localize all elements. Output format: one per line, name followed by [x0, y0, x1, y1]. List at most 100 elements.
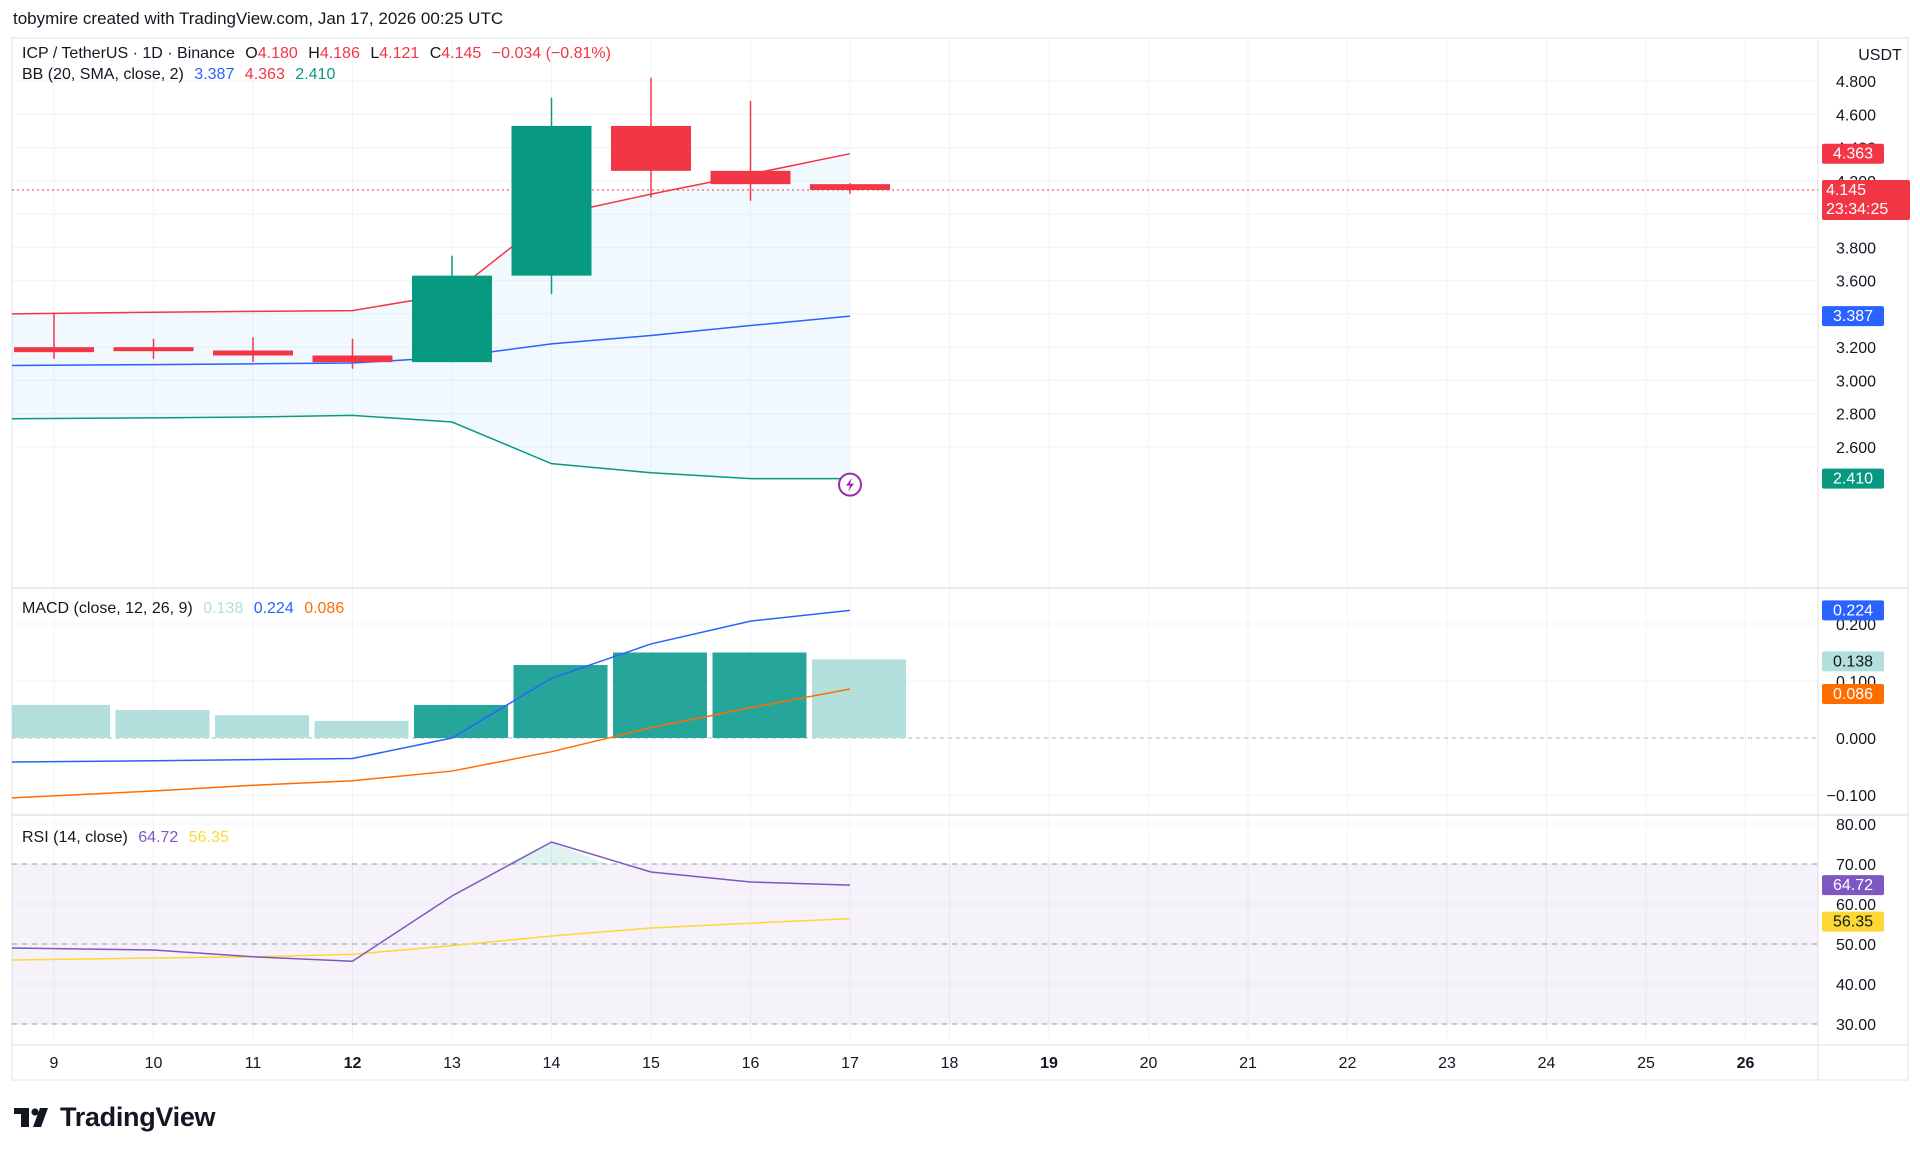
currency-label: USDT: [1858, 47, 1902, 64]
time-tick-label: 26: [1737, 1055, 1755, 1072]
time-tick-label: 23: [1438, 1055, 1456, 1072]
time-tick-label: 15: [642, 1055, 660, 1072]
time-tick-label: 25: [1637, 1055, 1655, 1072]
macd-signal-value: 0.086: [304, 600, 345, 617]
rsi-tick-label: 70.00: [1836, 857, 1876, 874]
price-tick-label: 2.600: [1836, 440, 1876, 457]
macd-histogram-bar: [812, 659, 906, 738]
low-label: L: [370, 45, 380, 62]
pane-separators: [11, 37, 1909, 1081]
macd-line: [11, 609, 851, 763]
rsi-badge-bg: [1822, 875, 1884, 896]
candle-body: [810, 184, 890, 190]
time-tick-label: 13: [443, 1055, 461, 1072]
macd-signal-line: [11, 688, 851, 799]
rsi-overbought-fill: [507, 842, 606, 864]
price-tick-label: 4.800: [1836, 74, 1876, 91]
macd-tick-label: 0.000: [1836, 731, 1876, 748]
macd-histogram-bar: [613, 652, 707, 738]
time-tick-label: 21: [1239, 1055, 1257, 1072]
macd-histogram-bar: [12, 704, 110, 738]
macd-hist-value: 0.138: [203, 600, 244, 617]
macd-signal-badge-bg: [1822, 683, 1884, 704]
rsi-pane: [11, 841, 1818, 1025]
rsi-tick-label: 80.00: [1836, 817, 1876, 834]
time-tick-label: 11: [245, 1055, 262, 1072]
rsi-ma-value: 56.35: [188, 829, 229, 846]
macd-line-badge-bg: [1822, 600, 1884, 621]
price-tick-label: 4.600: [1836, 107, 1876, 124]
bb-legend[interactable]: BB (20, SMA, close, 2) 3.387 4.363 2.410: [22, 66, 335, 84]
macd-hist-badge: 0.138: [1833, 653, 1873, 670]
candle-body: [710, 170, 791, 185]
macd-hist-badge-bg: [1822, 651, 1884, 672]
bb-lower-badge: 2.410: [1833, 471, 1873, 488]
bb-basis-badge-bg: [1822, 306, 1884, 327]
rsi-line: [11, 841, 851, 962]
open-label: O: [245, 45, 258, 62]
macd-histogram-bar: [712, 652, 807, 738]
time-tick-label: 10: [145, 1055, 163, 1072]
candle-body: [412, 275, 492, 363]
rsi-tick-label: 40.00: [1836, 977, 1876, 994]
time-tick-label: 12: [344, 1055, 362, 1072]
tradingview-logo-text: TradingView: [60, 1101, 216, 1132]
chart-credit: tobymire created with TradingView.com, J…: [13, 9, 504, 28]
open-value: 4.180: [257, 45, 298, 62]
rsi-label: RSI (14, close): [22, 829, 128, 846]
macd-pane: [11, 609, 1818, 799]
price-tick-label: 2.800: [1836, 407, 1876, 424]
time-tick-label: 19: [1040, 1055, 1058, 1072]
change-value: −0.034 (−0.81%): [491, 45, 611, 62]
macd-histogram-bar: [314, 720, 409, 738]
last-price-badge: 4.145: [1826, 182, 1866, 199]
time-tick-label: 18: [941, 1055, 959, 1072]
time-tick-label: 14: [543, 1055, 561, 1072]
chart-frame: [11, 37, 1909, 1081]
low-value: 4.121: [379, 45, 420, 62]
time-tick-label: 16: [742, 1055, 760, 1072]
rsi-legend[interactable]: RSI (14, close) 64.72 56.35: [22, 829, 229, 847]
tradingview-logo[interactable]: TradingView: [14, 1101, 216, 1132]
misc: [838, 472, 862, 497]
price-tick-label: 3.200: [1836, 340, 1876, 357]
candle-body: [14, 347, 94, 353]
symbol-label: ICP / TetherUS · 1D · Binance: [22, 45, 235, 62]
bb-label: BB (20, SMA, close, 2): [22, 66, 184, 83]
macd-histogram-bar: [115, 710, 210, 738]
countdown-badge: 23:34:25: [1826, 201, 1888, 218]
bollinger-bands: [11, 152, 1818, 480]
time-tick-label: 22: [1339, 1055, 1357, 1072]
rsi-tick-label: 60.00: [1836, 897, 1876, 914]
bb-lower-line: [11, 414, 850, 480]
candle-body: [113, 347, 194, 352]
bb-basis-badge: 3.387: [1833, 308, 1873, 325]
macd-legend[interactable]: MACD (close, 12, 26, 9) 0.138 0.224 0.08…: [22, 600, 344, 618]
rsi-ma-badge-bg: [1822, 911, 1884, 932]
bb-lower-badge-bg: [1822, 468, 1884, 489]
main-legend: ICP / TetherUS · 1D · Binance O4.180 H4.…: [22, 45, 611, 63]
bb-upper-badge: 4.363: [1833, 146, 1873, 163]
macd-label: MACD (close, 12, 26, 9): [22, 600, 193, 617]
price-tick-label: 3.800: [1836, 240, 1876, 257]
macd-line-value: 0.224: [253, 600, 294, 617]
bb-upper-badge-bg: [1822, 143, 1884, 164]
macd-histogram-bar: [513, 665, 608, 738]
rsi-tick-label: 30.00: [1836, 1017, 1876, 1034]
candle-body: [511, 125, 592, 276]
price-tick-label: 3.000: [1836, 373, 1876, 390]
macd-tick-label: 0.200: [1836, 617, 1876, 634]
close-value: 4.145: [441, 45, 482, 62]
rsi-value: 64.72: [138, 829, 179, 846]
macd-histogram-bar: [215, 715, 309, 738]
candle-body: [611, 125, 691, 171]
bb-basis-value: 3.387: [194, 66, 235, 83]
macd-tick-label: −0.100: [1827, 788, 1876, 805]
candle-body: [312, 355, 393, 363]
time-tick-label: 24: [1538, 1055, 1556, 1072]
close-label: C: [429, 45, 442, 62]
bb-upper-value: 4.363: [244, 66, 285, 83]
time-tick-label: 20: [1140, 1055, 1158, 1072]
rsi-tick-label: 50.00: [1836, 937, 1876, 954]
